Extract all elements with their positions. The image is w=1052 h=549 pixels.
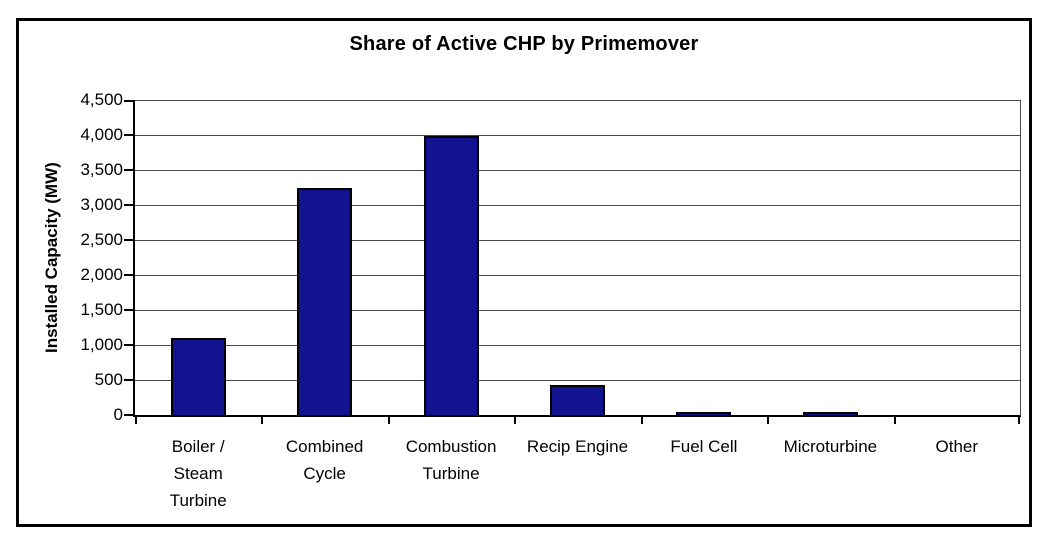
x-category-label: Recip Engine [526,437,629,456]
y-axis-tick [124,379,133,381]
bar-recip-engine [550,384,605,415]
bar-combustion-turbine [423,136,479,415]
gridline [135,240,1020,241]
y-axis-tick-label: 4,000 [80,125,123,144]
gridline [135,380,1020,381]
x-category-label: Combustion Turbine [405,437,497,483]
x-axis-tick [387,417,390,424]
x-category-label: Other [935,437,979,456]
gridline [135,170,1020,171]
x-category-label: Combined Cycle [285,437,364,483]
gridline [135,275,1020,276]
y-axis-tick-label: 2,000 [80,265,123,284]
x-axis-tick [893,417,896,424]
gridline [135,100,1020,101]
bar-fuel-cell [676,411,732,415]
y-axis-tick [124,204,133,206]
chart-frame: Share of Active CHP by Primemover Instal… [16,18,1032,527]
y-axis-tick [124,239,133,241]
x-axis-tick [135,417,137,424]
y-axis-tick [124,274,133,276]
x-category-label: Fuel Cell [670,437,738,456]
chart-title: Share of Active CHP by Primemover [349,33,699,55]
gridline [135,135,1020,136]
gridline [135,310,1020,311]
x-category-label: Microturbine [783,437,878,456]
y-axis-tick [124,100,133,102]
y-axis-tick-labels: 0 500 1,000 1,500 2,000 2,500 3,000 3,500 4,000 4… [19,90,123,424]
y-axis-tick-label: 1,000 [80,335,123,354]
bar-combined-cycle [297,187,353,415]
gridline [135,345,1020,346]
x-axis-tick [1018,417,1020,424]
x-axis-tick [261,417,264,424]
y-axis-tick-label: 0 [113,405,123,424]
x-axis-tick [640,417,643,424]
bar-microturbine [802,411,858,415]
y-axis-tick-label: 2,500 [80,230,123,249]
y-axis-tick [124,169,133,171]
y-axis-tick [124,344,133,346]
y-axis-tick [124,414,133,416]
plot-area: Boiler / Steam Turbine Combined Cycle Comb… [124,100,1021,510]
x-category-label: Boiler / Steam Turbine [169,437,227,510]
bar-boiler-steam-turbine [170,338,226,415]
x-axis-tick [767,417,770,424]
y-axis-tick-label: 3,500 [80,160,123,179]
x-axis-tick [514,417,517,424]
y-axis-tick-label: 1,500 [80,300,123,319]
y-axis-tick [124,134,133,136]
y-axis-tick-label: 3,000 [80,195,123,214]
gridline [135,205,1020,206]
y-axis-tick-label: 4,500 [80,90,123,109]
y-axis-tick-label: 500 [94,370,123,389]
y-axis-tick [124,309,133,311]
